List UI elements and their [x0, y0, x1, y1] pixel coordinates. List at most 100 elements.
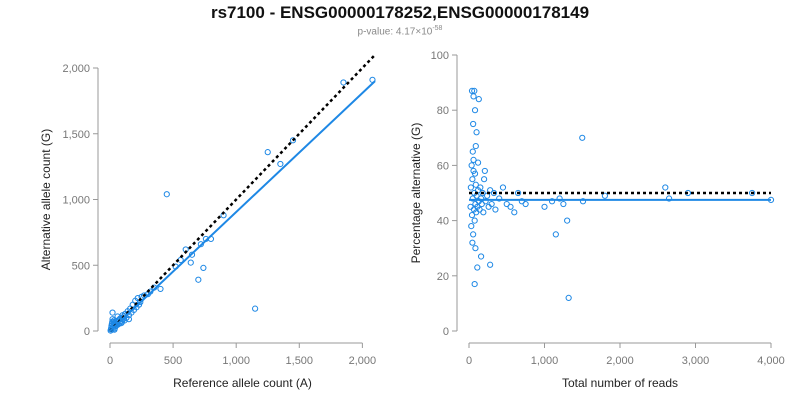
x-tick-label: 2,000	[349, 355, 377, 367]
data-point	[499, 184, 507, 191]
data-point	[188, 251, 196, 258]
data-point	[470, 156, 477, 163]
data-point	[477, 253, 485, 260]
data-point	[514, 189, 522, 197]
y-tick-label: 40	[437, 216, 449, 228]
subtitle-exponent: -58	[432, 25, 443, 32]
data-point	[480, 209, 487, 216]
data-point	[469, 176, 476, 183]
data-point	[665, 195, 673, 202]
data-point	[277, 160, 284, 168]
data-point	[474, 264, 481, 271]
data-point	[195, 276, 202, 283]
data-point	[470, 167, 477, 175]
data-point	[662, 184, 669, 191]
scatter-panel-2: 0 20 40 60 80 100 0 1,000 2,000 3,000 4,000 Total n…	[409, 50, 785, 390]
y-tick-label: 2,000	[62, 63, 90, 75]
data-point	[472, 142, 479, 150]
data-point	[471, 217, 478, 224]
data-point	[511, 209, 518, 216]
data-point	[157, 285, 164, 293]
data-point	[468, 87, 476, 94]
data-point	[109, 309, 116, 316]
data-point	[264, 149, 271, 156]
data-point	[564, 217, 571, 224]
x-tick-label: 3,000	[682, 355, 710, 367]
data-point	[548, 198, 556, 205]
data-point	[507, 203, 514, 210]
data-point	[481, 167, 488, 175]
data-point	[579, 198, 587, 205]
x-tick-label: 2,000	[606, 355, 634, 367]
y-tick-label: 20	[437, 271, 449, 283]
y-tick-label: 60	[437, 160, 449, 172]
x-tick-label: 1,000	[222, 355, 250, 367]
data-point	[289, 137, 297, 144]
x-tick-label: 4,000	[757, 355, 785, 367]
y-tick-label: 80	[437, 105, 449, 117]
y-tick-label: 500	[72, 260, 90, 272]
data-point	[492, 206, 499, 213]
data-point	[481, 176, 488, 183]
data-point	[482, 198, 489, 205]
data-point	[187, 259, 194, 266]
subtitle-base: 10	[421, 26, 433, 38]
data-point	[477, 184, 484, 191]
y-tick-label: 100	[431, 50, 449, 62]
data-point	[467, 184, 474, 191]
data-point	[469, 148, 476, 155]
data-point	[467, 203, 474, 210]
x-tick-label: 0	[466, 355, 472, 367]
x-tick-label: 1,500	[286, 355, 314, 367]
y-axis-label: Percentage alternative (G)	[409, 123, 423, 264]
x-tick-label: 1,000	[531, 355, 559, 367]
scatter-panel-1: 0 500 1,000 1,500 2,000 0 500 1,000 1,500 2,000 Re…	[39, 53, 377, 390]
data-point	[125, 316, 133, 323]
data-point	[473, 129, 480, 136]
data-point	[470, 120, 477, 128]
data-point	[200, 264, 207, 271]
data-point	[471, 87, 478, 94]
data-point	[163, 191, 170, 198]
fit-line	[109, 80, 376, 332]
y-tick-label: 0	[84, 326, 90, 338]
data-point	[470, 93, 477, 100]
subtitle-pvalue: p-value: 4.17	[357, 26, 416, 38]
data-point	[749, 189, 756, 197]
y-tick-label: 1,000	[62, 195, 90, 207]
data-point	[487, 261, 494, 268]
data-point	[560, 200, 567, 208]
data-point	[490, 189, 498, 197]
y-axis-label: Alternative allele count (G)	[39, 129, 53, 270]
chart-title: rs7100 - ENSG00000178252,ENSG00000178149	[210, 3, 590, 22]
data-point	[522, 200, 529, 208]
data-point	[479, 189, 486, 197]
data-point	[114, 313, 121, 320]
data-point	[468, 211, 476, 219]
y-tick-label: 1,500	[62, 129, 90, 141]
data-point	[496, 195, 503, 202]
data-point	[541, 203, 548, 210]
data-point	[340, 79, 347, 86]
chart-subtitle: p-value: 4.17×10-58	[0, 25, 800, 37]
data-point	[488, 200, 495, 208]
data-point	[565, 294, 572, 301]
subtitle-times: ×	[415, 26, 422, 38]
y-tick-label: 0	[443, 326, 449, 338]
data-point	[552, 231, 559, 238]
data-point	[471, 107, 479, 114]
data-point	[252, 305, 259, 312]
data-point	[470, 231, 477, 238]
data-point	[469, 239, 476, 246]
data-point	[472, 181, 479, 188]
data-point	[468, 223, 475, 230]
x-tick-label: 0	[107, 355, 113, 367]
data-point	[474, 159, 482, 166]
x-axis-label: Total number of reads	[562, 376, 678, 390]
data-point	[556, 195, 563, 202]
data-point	[472, 245, 479, 252]
x-axis-label: Reference allele count (A)	[173, 376, 312, 390]
reference-line	[109, 53, 376, 332]
